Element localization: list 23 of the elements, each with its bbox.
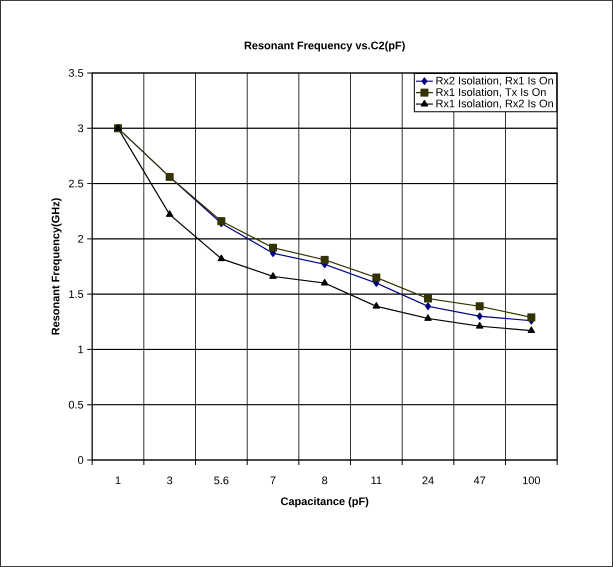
x-tick-label: 24	[422, 476, 434, 484]
y-tick-label: 3	[78, 124, 84, 132]
y-tick-label: 1	[78, 346, 84, 354]
y-tick-label: 2	[78, 235, 84, 243]
x-tick-label: 3	[167, 476, 172, 484]
x-tick-label: 11	[371, 476, 382, 484]
chart-title: Resonant Frequency vs.C2(pF)	[244, 41, 405, 52]
legend-label: Rx1 Isolation, Tx Is On	[436, 88, 546, 98]
y-tick-label: 1.5	[69, 290, 84, 298]
y-tick-label: 3.5	[68, 69, 84, 77]
x-tick-label: 5.6	[214, 476, 228, 484]
y-tick-label: 0	[78, 456, 84, 464]
y-axis-title: Resonant Frequency(GHz)	[51, 198, 62, 335]
y-tick-label: 0.5	[68, 400, 84, 409]
legend-label: Rx1 Isolation, Rx2 Is On	[436, 99, 553, 109]
legend-label: Rx2 Isolation, Rx1 Is On	[436, 76, 553, 86]
x-axis-title: Capacitance (pF)	[280, 497, 368, 508]
x-tick-label: 1	[116, 476, 121, 484]
x-tick-label: 47	[474, 476, 486, 484]
x-tick-label: 8	[322, 476, 328, 484]
x-tick-label: 100	[523, 476, 540, 484]
y-tick-label: 2.5	[68, 180, 84, 188]
x-tick-label: 7	[270, 476, 276, 484]
